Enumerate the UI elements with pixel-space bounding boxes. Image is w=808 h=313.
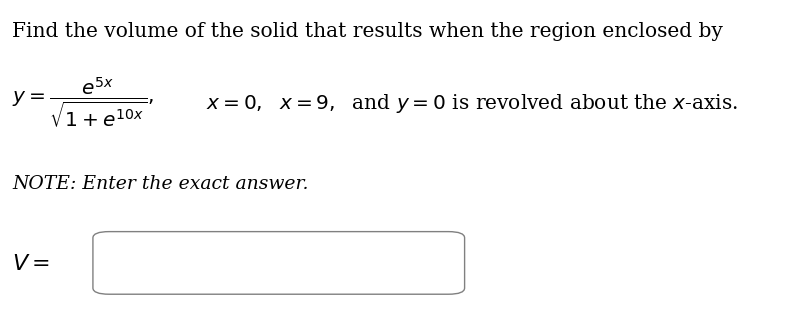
- Text: $V = $: $V = $: [12, 254, 50, 275]
- Text: $x = 0,\ \ x = 9,$  and $y = 0$ is revolved about the $x$-axis.: $x = 0,\ \ x = 9,$ and $y = 0$ is revolv…: [206, 92, 739, 115]
- Text: Find the volume of the solid that results when the region enclosed by: Find the volume of the solid that result…: [12, 22, 723, 41]
- FancyBboxPatch shape: [93, 232, 465, 294]
- Text: NOTE: Enter the exact answer.: NOTE: Enter the exact answer.: [12, 175, 309, 193]
- Text: $y = \dfrac{e^{5x}}{\sqrt{1+e^{10x}}},$: $y = \dfrac{e^{5x}}{\sqrt{1+e^{10x}}},$: [12, 76, 154, 130]
